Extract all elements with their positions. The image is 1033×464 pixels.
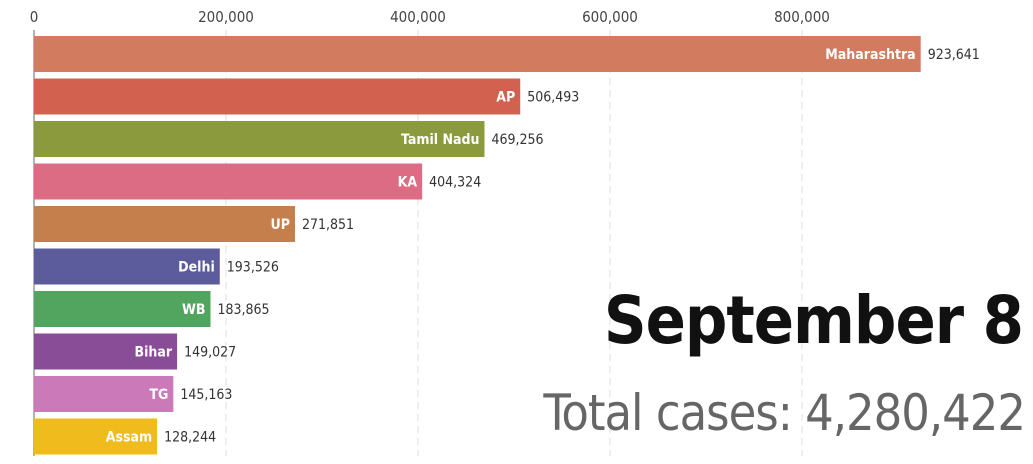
bar-category-label: Maharashtra bbox=[825, 47, 915, 63]
x-tick-label: 600,000 bbox=[582, 8, 638, 26]
bar-value-label: 183,865 bbox=[218, 302, 270, 318]
bar-category-label: TG bbox=[149, 387, 168, 403]
bar bbox=[34, 121, 485, 157]
bar-value-label: 128,244 bbox=[164, 430, 216, 446]
bar bbox=[34, 36, 921, 72]
x-tick-label: 800,000 bbox=[774, 8, 830, 26]
bar-value-label: 145,163 bbox=[180, 387, 232, 403]
bar bbox=[34, 248, 220, 285]
x-tick-label: 0 bbox=[30, 8, 39, 26]
bar-category-label: Assam bbox=[106, 430, 152, 446]
bar bbox=[34, 376, 174, 412]
bar-value-label: 149,027 bbox=[184, 345, 236, 361]
date-label: September 8 bbox=[603, 282, 1024, 359]
bar-value-label: 506,493 bbox=[527, 90, 579, 106]
bar-value-label: 469,256 bbox=[491, 132, 543, 148]
bar-value-label: 271,851 bbox=[302, 217, 354, 233]
bar bbox=[34, 78, 521, 115]
bar bbox=[34, 291, 211, 327]
bar bbox=[34, 333, 178, 370]
bar-category-label: UP bbox=[271, 217, 290, 233]
bar-value-label: 923,641 bbox=[928, 47, 980, 63]
x-tick-label: 400,000 bbox=[390, 8, 446, 26]
bar-category-label: KA bbox=[398, 175, 418, 191]
bar-value-label: 404,324 bbox=[429, 175, 481, 191]
bars: Maharashtra 923,641 AP 506,493 Tamil Nadu 469… bbox=[34, 36, 980, 455]
bar-category-label: Delhi bbox=[178, 260, 215, 276]
x-tick-label: 200,000 bbox=[198, 8, 254, 26]
x-axis-ticks: 0 200,000 400,000 600,000 800,000 bbox=[30, 8, 830, 26]
bar bbox=[34, 418, 158, 455]
bar-category-label: AP bbox=[496, 90, 515, 106]
bar-category-label: Bihar bbox=[134, 345, 172, 361]
bar bbox=[34, 163, 423, 200]
bar-value-label: 193,526 bbox=[227, 260, 279, 276]
bar-category-label: Tamil Nadu bbox=[401, 132, 479, 148]
total-cases-label: Total cases: 4,280,422 bbox=[543, 384, 1026, 442]
bar bbox=[34, 206, 295, 242]
bar-category-label: WB bbox=[182, 302, 206, 318]
